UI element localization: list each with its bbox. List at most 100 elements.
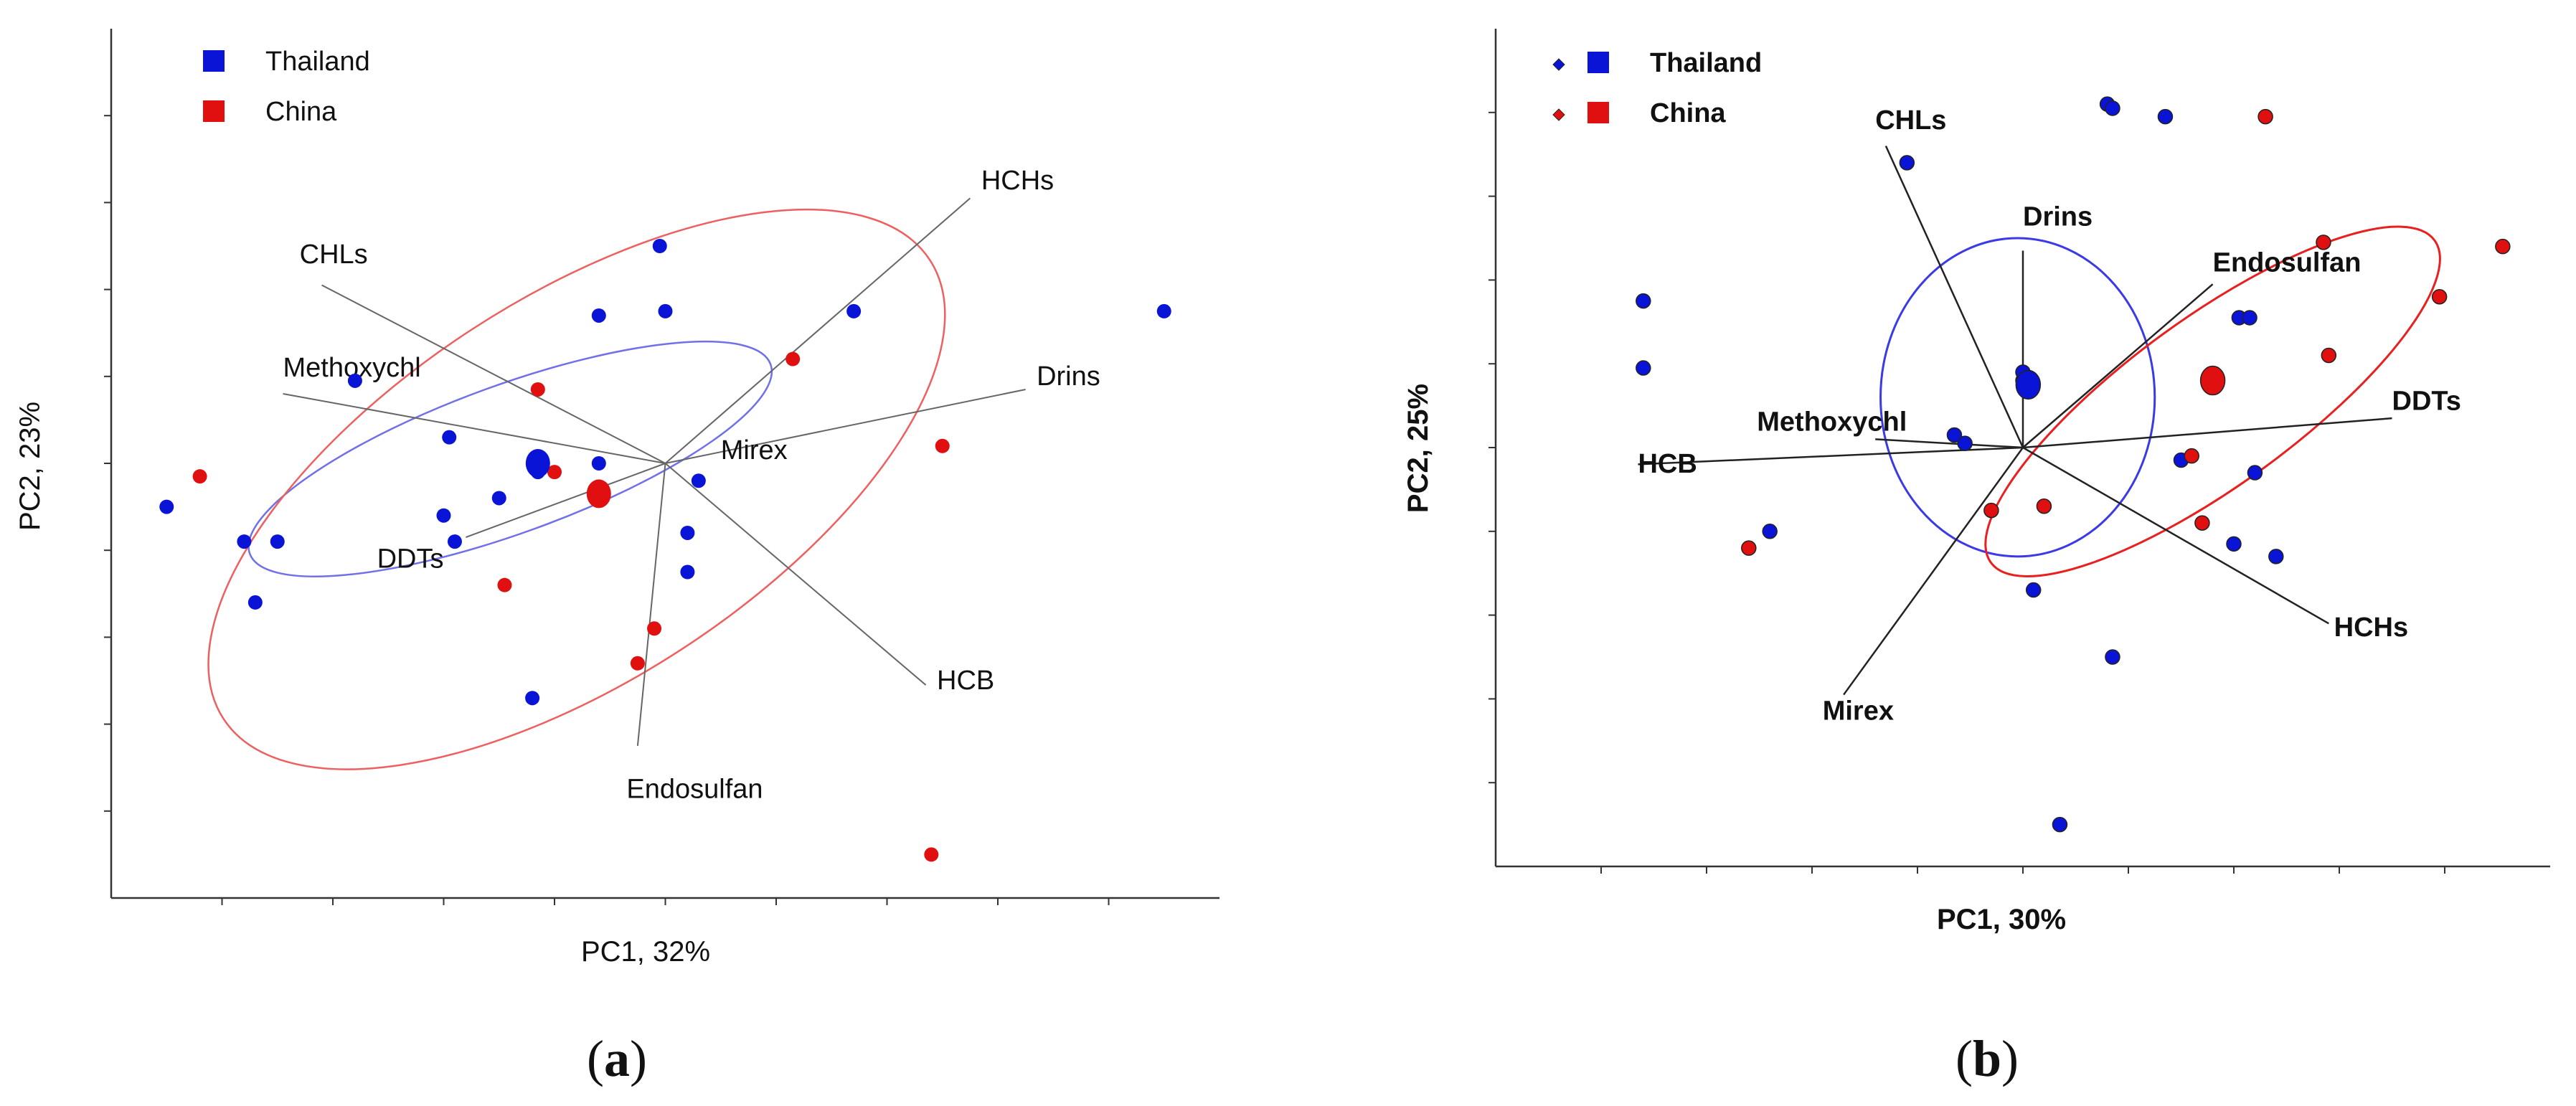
chart-1-loading-label-hcb: HCB xyxy=(1638,449,1697,479)
chart-1-legend-label-1: China xyxy=(1650,98,1726,128)
chart-1-loading-vector-hcb xyxy=(1638,446,2024,465)
chart-1-loading-label-methoxychl: Methoxychl xyxy=(1757,407,1907,438)
chart-0-loading-vector-chls xyxy=(321,284,666,464)
chart-0-loading-vector-ddts xyxy=(466,463,666,538)
chart-0-point-thailand-7 xyxy=(447,534,462,549)
chart-0-point-china-1 xyxy=(530,382,545,397)
chart-1-y-axis-title: PC2, 25% xyxy=(1402,384,1434,513)
chart-1-point-thailand-1 xyxy=(1636,360,1651,376)
chart-1-legend-swatch-0 xyxy=(1587,52,1609,73)
chart-0-point-thailand-12 xyxy=(591,308,606,323)
chart-1-loading-vector-endosulfan xyxy=(2022,283,2214,448)
chart-1-point-china-9 xyxy=(1741,540,1757,556)
chart-0-point-china-4 xyxy=(785,351,801,367)
chart-0-point-thailand-2 xyxy=(270,534,285,549)
chart-1-centroid-china xyxy=(2199,365,2226,396)
chart-0-point-china-5 xyxy=(935,438,950,453)
chart-0-loading-label-hcb: HCB xyxy=(937,666,994,696)
chart-1-loading-vector-mirex xyxy=(1843,447,2024,696)
chart-1-legend-swatch-1 xyxy=(1587,102,1609,123)
chart-0-point-thailand-4 xyxy=(347,373,362,388)
chart-0-x-axis-title: PC1, 32% xyxy=(581,936,710,968)
chart-1-x-axis-title: PC1, 30% xyxy=(1937,904,2066,935)
chart-1-loading-label-endosulfan: Endosulfan xyxy=(2213,248,2362,278)
chart-1-legend-diamond-0 xyxy=(1552,58,1565,71)
chart-0-centroid-thailand xyxy=(525,449,550,478)
chart-0-point-thailand-0 xyxy=(159,499,174,514)
chart-0-point-thailand-18 xyxy=(846,303,862,318)
chart-1-loading-vector-ddts xyxy=(2022,417,2392,449)
chart-0-point-thailand-17 xyxy=(680,564,695,580)
chart-1-point-thailand-2 xyxy=(1899,155,1915,171)
chart-1-point-thailand-17 xyxy=(2052,816,2068,833)
chart-0-point-thailand-1 xyxy=(237,534,252,549)
chart-1-point-china-6 xyxy=(2194,515,2210,531)
chart-0-point-china-7 xyxy=(630,656,645,671)
chart-1-point-thailand-8 xyxy=(1946,427,1963,443)
chart-0-point-china-6 xyxy=(647,621,662,636)
chart-1-point-china-4 xyxy=(2321,347,2337,364)
chart-1-panel-caption: (b) xyxy=(1955,1030,2019,1087)
chart-1-point-thailand-11 xyxy=(2247,465,2263,481)
chart-1-point-thailand-15 xyxy=(2025,582,2042,598)
chart-0-point-china-0 xyxy=(192,469,207,484)
panel-b: CHLs Drins Endosulfan DDTs Methoxychl HCB HCHs… xyxy=(1402,29,2550,1087)
chart-0-point-thailand-5 xyxy=(442,430,457,445)
chart-1-legend-label-0: Thailand xyxy=(1650,48,1762,78)
chart-0-legend-swatch-0 xyxy=(203,50,225,72)
chart-0-legend-label-1: China xyxy=(265,97,337,127)
chart-0-y-axis-title: PC2, 23% xyxy=(14,402,46,531)
chart-1-loading-label-chls: CHLs xyxy=(1875,105,1946,136)
chart-1-point-thailand-9 xyxy=(1957,435,1973,451)
chart-0-legend-label-0: Thailand xyxy=(265,47,370,77)
chart-1-ellipse-thailand xyxy=(1879,237,2156,558)
chart-0-point-china-2 xyxy=(547,465,562,480)
chart-1-point-china-2 xyxy=(2495,238,2511,255)
chart-0-centroid-china xyxy=(586,479,611,509)
chart-0-ellipse-thailand xyxy=(247,340,773,577)
chart-0-point-thailand-6 xyxy=(436,508,451,523)
chart-0-loading-label-chls: CHLs xyxy=(300,240,368,270)
chart-0-loading-label-ddts: DDTs xyxy=(377,544,444,574)
chart-1-point-china-7 xyxy=(1983,502,1999,519)
chart-1-point-china-3 xyxy=(2431,289,2448,305)
chart-1-point-thailand-16 xyxy=(2105,649,2120,665)
chart-0-loading-label-mirex: Mirex xyxy=(721,435,788,465)
chart-1-point-thailand-5 xyxy=(2157,108,2174,125)
chart-0-loading-vector-hcb xyxy=(664,463,927,686)
chart-0-loading-label-drins: Drins xyxy=(1037,361,1100,392)
chart-1-loading-vector-methoxychl xyxy=(1875,438,2024,449)
chart-0-loading-label-endosulfan: Endosulfan xyxy=(626,775,763,805)
chart-0-point-thailand-15 xyxy=(691,473,706,488)
chart-1-point-thailand-14 xyxy=(1762,524,1778,539)
chart-1-point-china-1 xyxy=(2316,235,2331,250)
chart-1-point-china-0 xyxy=(2257,108,2273,125)
chart-0-point-china-8 xyxy=(924,847,939,862)
chart-0-point-thailand-13 xyxy=(652,239,667,253)
chart-0-loading-vector-hchs xyxy=(664,197,971,464)
chart-0-panel-caption: (a) xyxy=(587,1030,647,1087)
chart-1-loading-vector-hchs xyxy=(2022,446,2329,625)
chart-1-point-thailand-4 xyxy=(2105,100,2120,116)
chart-1-centroid-thailand xyxy=(2015,369,2042,400)
chart-0-point-china-3 xyxy=(497,577,512,592)
chart-1-loading-label-mirex: Mirex xyxy=(1823,696,1894,727)
chart-1-point-china-5 xyxy=(2184,448,2199,464)
chart-0-point-thailand-10 xyxy=(591,456,606,471)
chart-1-loading-label-drins: Drins xyxy=(2023,202,2093,232)
chart-0-point-thailand-11 xyxy=(525,691,540,706)
chart-0-loading-vector-drins xyxy=(665,389,1026,464)
chart-1-loading-label-ddts: DDTs xyxy=(2392,386,2461,416)
chart-0-ellipse-china xyxy=(207,208,946,770)
chart-0-loading-vector-methoxychl xyxy=(283,393,666,464)
chart-0-point-thailand-3 xyxy=(247,595,263,610)
chart-1-point-china-8 xyxy=(2036,498,2052,514)
chart-0-point-thailand-19 xyxy=(1156,303,1171,318)
chart-0-loading-vector-endosulfan xyxy=(636,463,666,746)
chart-0-point-thailand-16 xyxy=(680,525,695,540)
chart-0-point-thailand-14 xyxy=(658,303,673,318)
chart-0-legend-swatch-1 xyxy=(203,100,225,122)
chart-1-legend-diamond-1 xyxy=(1552,108,1565,121)
chart-1-point-thailand-7 xyxy=(2242,310,2257,326)
